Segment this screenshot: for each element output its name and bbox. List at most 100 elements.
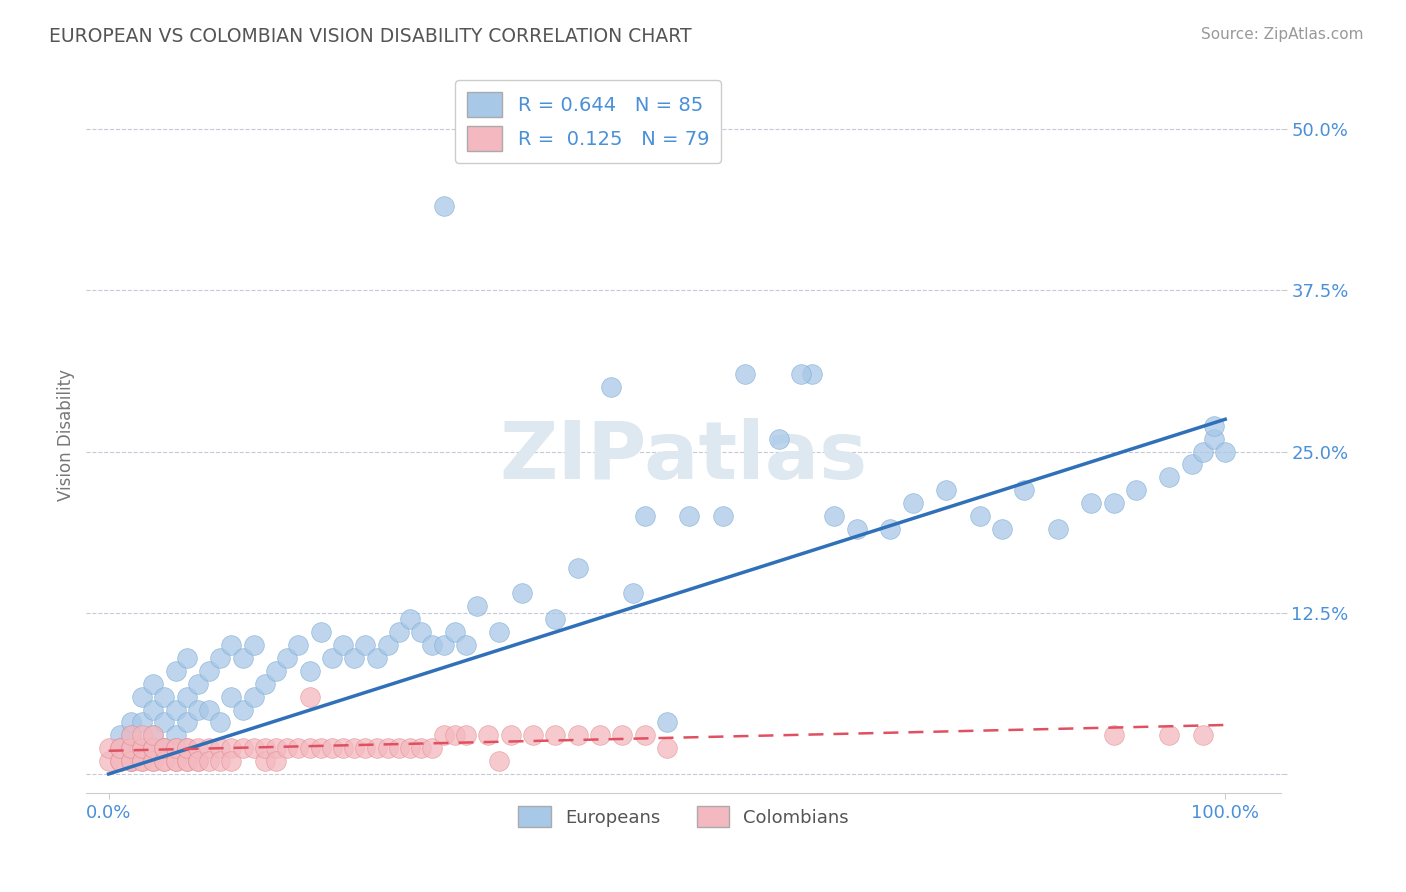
Point	[187, 741, 209, 756]
Point	[131, 728, 153, 742]
Point	[544, 612, 567, 626]
Point	[343, 651, 366, 665]
Point	[298, 664, 321, 678]
Point	[443, 728, 465, 742]
Point	[366, 741, 388, 756]
Point	[153, 741, 176, 756]
Point	[488, 625, 510, 640]
Point	[678, 508, 700, 523]
Point	[120, 715, 142, 730]
Point	[232, 702, 254, 716]
Point	[309, 625, 332, 640]
Point	[120, 741, 142, 756]
Point	[510, 586, 533, 600]
Point	[377, 638, 399, 652]
Point	[801, 367, 824, 381]
Point	[354, 638, 377, 652]
Legend: Europeans, Colombians: Europeans, Colombians	[510, 799, 856, 834]
Point	[1159, 470, 1181, 484]
Point	[276, 651, 298, 665]
Point	[120, 754, 142, 768]
Point	[176, 715, 198, 730]
Point	[209, 741, 232, 756]
Point	[253, 676, 276, 690]
Point	[242, 690, 264, 704]
Point	[221, 741, 243, 756]
Point	[443, 625, 465, 640]
Point	[120, 728, 142, 742]
Point	[142, 741, 165, 756]
Point	[309, 741, 332, 756]
Point	[108, 741, 131, 756]
Point	[232, 741, 254, 756]
Point	[321, 651, 343, 665]
Text: ZIPatlas: ZIPatlas	[499, 417, 868, 496]
Point	[935, 483, 957, 498]
Point	[232, 651, 254, 665]
Point	[477, 728, 499, 742]
Point	[142, 702, 165, 716]
Point	[165, 741, 187, 756]
Point	[264, 754, 287, 768]
Point	[343, 741, 366, 756]
Point	[165, 754, 187, 768]
Point	[153, 741, 176, 756]
Point	[1181, 458, 1204, 472]
Point	[1202, 432, 1225, 446]
Point	[209, 754, 232, 768]
Point	[623, 586, 645, 600]
Point	[153, 741, 176, 756]
Point	[1202, 418, 1225, 433]
Point	[198, 664, 221, 678]
Point	[120, 754, 142, 768]
Point	[253, 741, 276, 756]
Point	[221, 638, 243, 652]
Point	[734, 367, 756, 381]
Point	[433, 638, 456, 652]
Point	[655, 715, 678, 730]
Point	[131, 754, 153, 768]
Point	[366, 651, 388, 665]
Point	[242, 638, 264, 652]
Point	[221, 754, 243, 768]
Point	[176, 651, 198, 665]
Point	[488, 754, 510, 768]
Point	[142, 754, 165, 768]
Point	[1125, 483, 1147, 498]
Point	[187, 754, 209, 768]
Point	[153, 754, 176, 768]
Point	[1192, 728, 1215, 742]
Point	[633, 728, 655, 742]
Point	[264, 664, 287, 678]
Point	[1192, 444, 1215, 458]
Point	[287, 638, 309, 652]
Point	[332, 638, 354, 652]
Point	[187, 702, 209, 716]
Point	[142, 676, 165, 690]
Point	[198, 702, 221, 716]
Text: Source: ZipAtlas.com: Source: ZipAtlas.com	[1201, 27, 1364, 42]
Point	[108, 728, 131, 742]
Point	[901, 496, 924, 510]
Point	[198, 741, 221, 756]
Point	[499, 728, 522, 742]
Point	[242, 741, 264, 756]
Point	[1102, 496, 1125, 510]
Point	[276, 741, 298, 756]
Point	[399, 612, 422, 626]
Point	[433, 199, 456, 213]
Point	[209, 651, 232, 665]
Point	[131, 754, 153, 768]
Point	[399, 741, 422, 756]
Point	[108, 741, 131, 756]
Point	[879, 522, 901, 536]
Point	[176, 741, 198, 756]
Point	[612, 728, 634, 742]
Point	[165, 728, 187, 742]
Point	[411, 625, 433, 640]
Point	[198, 754, 221, 768]
Point	[1012, 483, 1035, 498]
Point	[153, 715, 176, 730]
Point	[1159, 728, 1181, 742]
Point	[544, 728, 567, 742]
